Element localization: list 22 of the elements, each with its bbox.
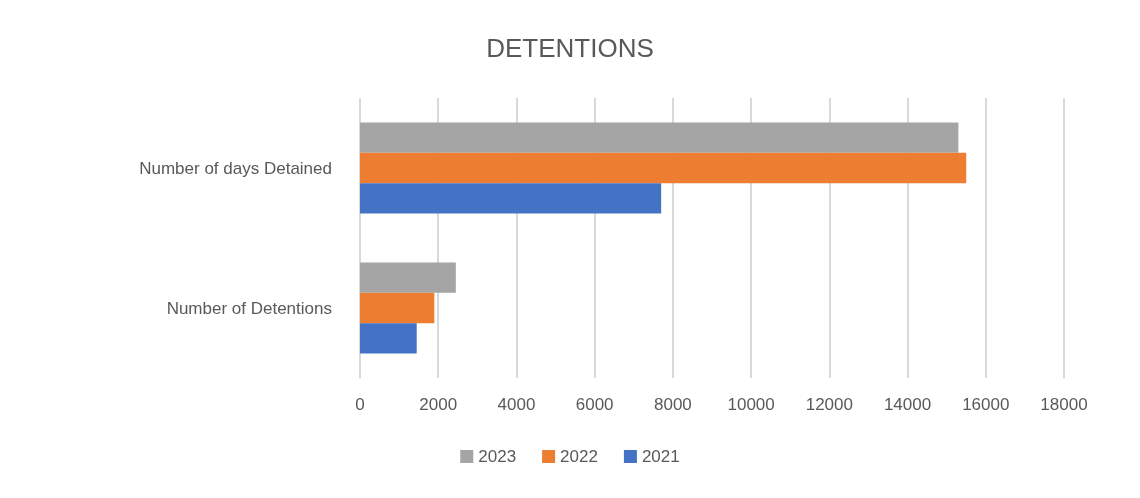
chart-title: DETENTIONS	[486, 33, 654, 63]
x-tick-label: 16000	[962, 395, 1010, 414]
y-tick-label: Number of Detentions	[166, 298, 332, 318]
x-tick-label: 2000	[419, 395, 458, 414]
x-tick-label: 12000	[805, 395, 853, 414]
bar	[360, 183, 662, 214]
bar	[360, 323, 417, 354]
bar	[360, 152, 967, 184]
x-tick-label: 6000	[575, 395, 614, 414]
x-tick-label: 10000	[727, 395, 775, 414]
x-tick-label: 4000	[497, 395, 536, 414]
bar	[360, 262, 456, 293]
bar	[360, 122, 959, 153]
legend-label: 2022	[560, 447, 598, 466]
x-tick-label: 14000	[883, 395, 932, 414]
x-tick-label: 8000	[653, 395, 692, 414]
legend-label: 2021	[641, 447, 680, 466]
x-tick-label: 18000	[1040, 395, 1088, 414]
x-tick-label: 0	[355, 395, 365, 414]
legend-label: 2023	[478, 447, 517, 466]
y-tick-label: Number of days Detained	[139, 158, 332, 178]
bar	[360, 292, 435, 324]
